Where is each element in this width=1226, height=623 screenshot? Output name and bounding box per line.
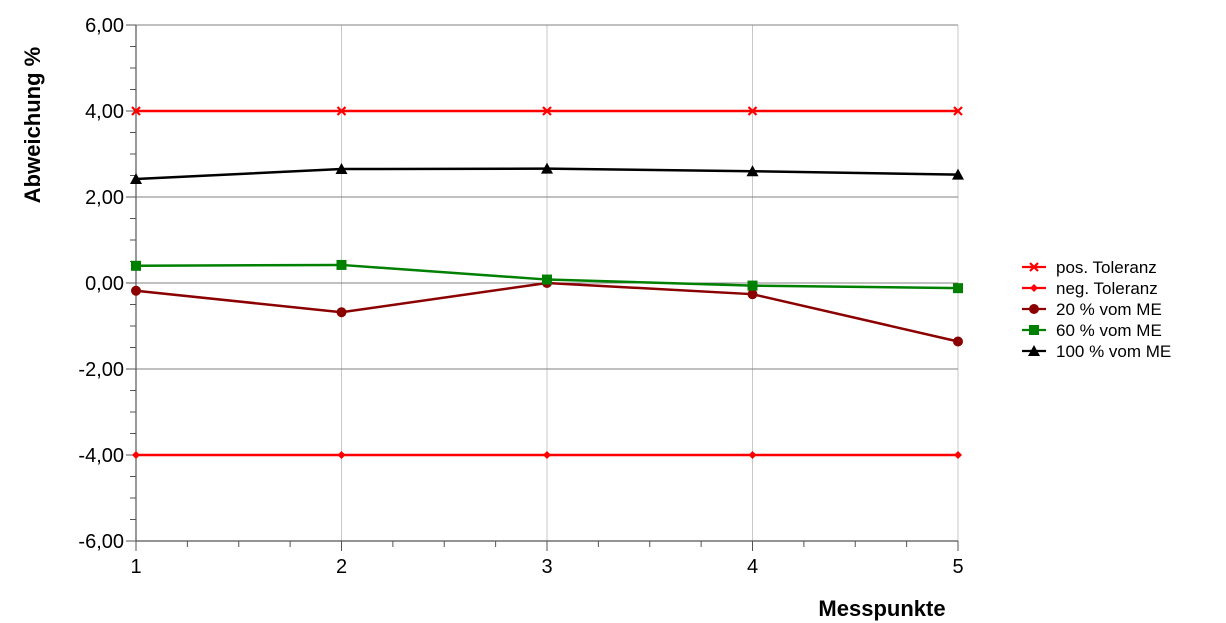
data-point <box>747 106 758 116</box>
legend-swatch-marker <box>1029 262 1039 272</box>
data-point <box>336 259 347 270</box>
data-point <box>335 163 348 175</box>
data-point <box>130 172 142 184</box>
data-point <box>746 165 759 177</box>
data-point <box>336 307 347 318</box>
y-tick-label: 4,00 <box>85 101 124 123</box>
legend-label: 20 % vom ME <box>1056 300 1162 319</box>
legend-item: 100 % vom ME <box>1022 342 1171 361</box>
legend-item: 20 % vom ME <box>1022 300 1162 319</box>
series-layer <box>130 106 964 459</box>
x-tick-label: 4 <box>747 556 758 578</box>
legend-label: 100 % vom ME <box>1056 342 1171 361</box>
data-point <box>953 283 963 294</box>
data-point <box>132 451 140 459</box>
y-tick-label: 0,00 <box>85 273 124 295</box>
data-point <box>541 162 553 174</box>
data-point <box>543 451 551 459</box>
y-tick-label: 6,00 <box>85 15 124 37</box>
x-tick-label: 1 <box>130 556 141 578</box>
data-point <box>542 274 552 285</box>
series-5 <box>130 162 964 184</box>
y-tick-label: -4,00 <box>78 445 124 467</box>
data-point <box>953 106 963 116</box>
legend-label: pos. Toleranz <box>1056 258 1157 277</box>
legend: pos. Toleranz neg. Toleranz 20 % vom ME 60 … <box>1022 258 1171 361</box>
y-tick-label: -2,00 <box>78 359 124 381</box>
data-point <box>953 336 963 347</box>
data-point <box>952 168 964 180</box>
legend-item: pos. Toleranz <box>1022 258 1157 277</box>
data-point <box>542 106 552 116</box>
legend-swatch-marker <box>1030 284 1038 292</box>
data-point <box>131 285 141 296</box>
data-point <box>337 451 346 459</box>
series-1 <box>131 106 963 116</box>
y-axis-title: Abweichung % <box>20 47 45 203</box>
data-point <box>747 289 758 300</box>
legend-swatch-marker <box>1029 325 1039 335</box>
legend-swatch-marker <box>1029 304 1039 314</box>
y-tick-label: 2,00 <box>85 187 124 209</box>
legend-label: neg. Toleranz <box>1056 279 1158 298</box>
data-point <box>131 260 141 271</box>
data-point <box>336 106 347 116</box>
axes: -6,00 -4,00 -2,00 0,00 2,00 4,00 6,00 1 2 3 4 5 <box>78 15 963 578</box>
y-tick-label: -6,00 <box>78 531 124 553</box>
series-4 <box>131 259 963 294</box>
data-point <box>747 280 758 291</box>
x-tick-label: 3 <box>541 556 552 578</box>
legend-item: 60 % vom ME <box>1022 321 1162 340</box>
data-point <box>954 451 962 459</box>
x-axis-title: Messpunkte <box>818 596 945 621</box>
legend-swatch-marker <box>1028 345 1040 356</box>
data-point <box>131 106 141 116</box>
x-tick-label: 2 <box>336 556 347 578</box>
legend-label: 60 % vom ME <box>1056 321 1162 340</box>
legend-item: neg. Toleranz <box>1022 279 1158 298</box>
x-tick-label: 5 <box>952 556 963 578</box>
series-2 <box>132 451 962 459</box>
data-point <box>748 451 757 459</box>
